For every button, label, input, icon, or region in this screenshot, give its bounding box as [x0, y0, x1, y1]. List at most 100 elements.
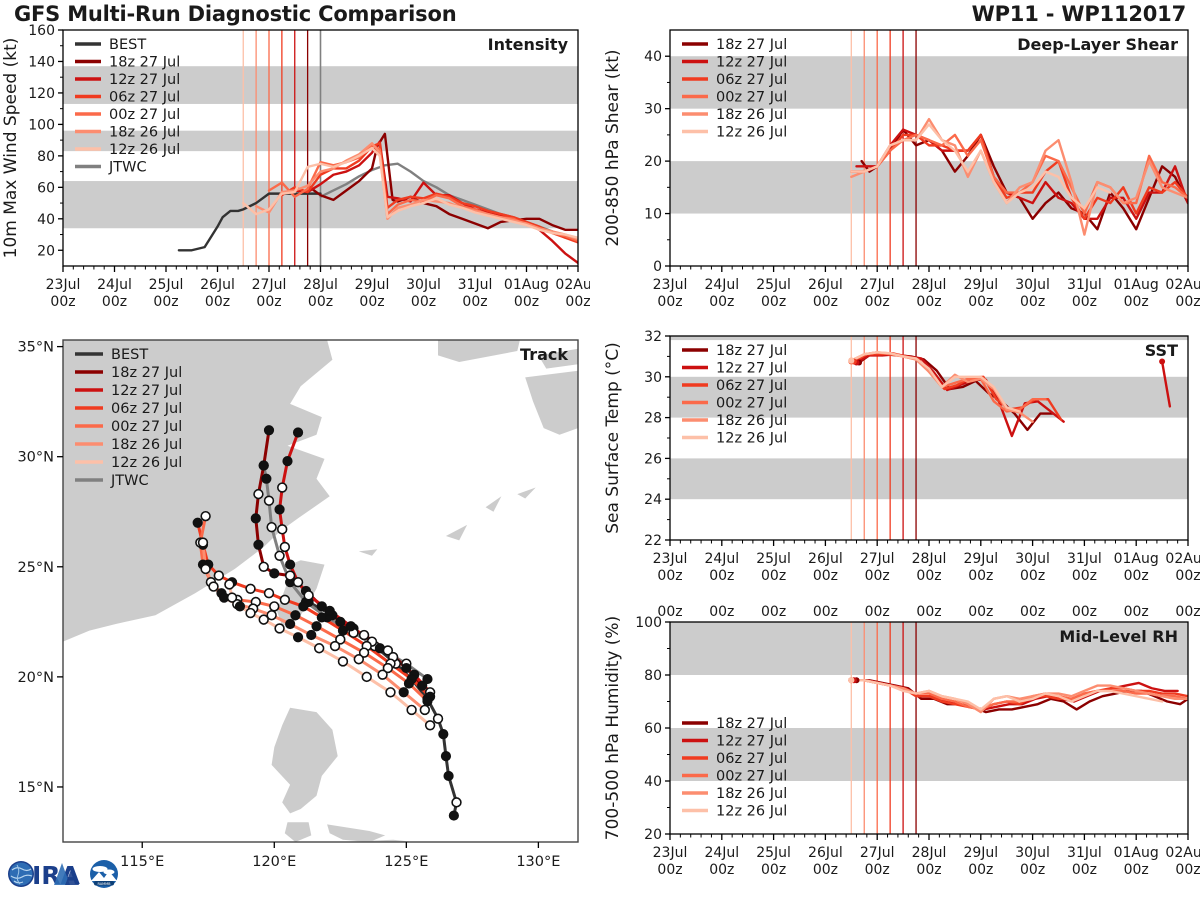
track-marker-filled	[443, 770, 454, 782]
track-marker-open	[274, 623, 285, 634]
chart-shear: 01020304023Jul00z24Jul00z25Jul00z26Jul00…	[603, 29, 1200, 310]
panel-title: Mid-Level RH	[1059, 627, 1178, 646]
svg-text:00z: 00z	[968, 862, 993, 878]
track-marker-filled	[269, 568, 280, 579]
svg-text:00z: 00z	[916, 294, 941, 310]
svg-text:115°E: 115°E	[120, 854, 164, 870]
legend-label: 18z 26 Jul	[716, 786, 787, 802]
svg-text:00z: 00z	[1124, 862, 1149, 878]
track-marker-open	[337, 656, 349, 667]
svg-text:00z: 00z	[1020, 862, 1045, 878]
svg-text:00z: 00z	[308, 294, 333, 310]
svg-text:30Jul: 30Jul	[1015, 551, 1050, 567]
svg-text:25Jul: 25Jul	[756, 277, 791, 293]
track-marker-filled	[422, 673, 433, 685]
chart-sst: 22242628303223Jul00z24Jul00z25Jul00z26Ju…	[603, 329, 1200, 584]
legend: BEST 18z 27 Jul 12z 27 Jul 06z 27 Jul 00z 27…	[75, 347, 182, 489]
panel-title: SST	[1145, 341, 1178, 360]
legend-label: JTWC	[108, 160, 147, 176]
series-start-marker	[848, 357, 855, 364]
legend-label: 12z 27 Jul	[111, 383, 182, 399]
legend-label: 12z 26 Jul	[716, 431, 787, 447]
track-marker-open	[358, 629, 370, 641]
legend-label: 12z 27 Jul	[716, 55, 787, 71]
svg-text:00z: 00z	[968, 294, 993, 310]
track-marker-filled	[316, 601, 327, 612]
svg-text:31Jul: 31Jul	[1067, 845, 1102, 861]
svg-text:30: 30	[644, 102, 662, 118]
svg-text:00z: 00z	[968, 568, 993, 584]
track-marker-open	[224, 579, 235, 590]
category-bands	[670, 622, 1188, 781]
x-axis: 23Jul00z24Jul00z25Jul00z26Jul00z27Jul00z…	[653, 266, 1200, 310]
series-group	[848, 351, 1172, 438]
svg-text:00z: 00z	[657, 604, 682, 620]
track-marker-filled	[335, 616, 346, 627]
track-marker-filled	[282, 455, 293, 467]
svg-text:28: 28	[644, 411, 662, 427]
svg-text:15°N: 15°N	[17, 780, 54, 796]
svg-text:30°N: 30°N	[17, 450, 54, 466]
svg-text:24Jul: 24Jul	[97, 277, 132, 293]
svg-text:27Jul: 27Jul	[860, 277, 895, 293]
legend-label: 18z 27 Jul	[111, 365, 182, 381]
svg-text:00z: 00z	[1175, 862, 1200, 878]
svg-text:00z: 00z	[565, 294, 590, 310]
svg-text:00z: 00z	[865, 294, 890, 310]
legend-label: 00z 27 Jul	[716, 769, 787, 785]
svg-text:26Jul: 26Jul	[808, 845, 843, 861]
svg-text:02Aug: 02Aug	[1165, 551, 1200, 567]
svg-text:00z: 00z	[761, 604, 786, 620]
category-bands	[670, 56, 1188, 214]
svg-text:29Jul: 29Jul	[355, 277, 390, 293]
figure-title: GFS Multi-Run Diagnostic Comparison	[14, 2, 457, 26]
legend-label: 18z 27 Jul	[109, 55, 180, 71]
svg-text:28Jul: 28Jul	[912, 551, 947, 567]
svg-text:30Jul: 30Jul	[1015, 277, 1050, 293]
track-marker-filled	[250, 513, 261, 524]
svg-text:00z: 00z	[813, 568, 838, 584]
init-time-lines	[850, 336, 917, 540]
track-marker-filled	[448, 810, 459, 821]
svg-text:00z: 00z	[916, 568, 941, 584]
svg-text:29Jul: 29Jul	[963, 551, 998, 567]
panel-title: Intensity	[488, 35, 569, 54]
track-marker-open	[226, 592, 238, 603]
track-marker-filled	[261, 473, 272, 484]
legend-label: 06z 27 Jul	[109, 90, 180, 106]
svg-text:22: 22	[644, 533, 662, 549]
series-line	[254, 142, 578, 241]
series-line	[306, 132, 578, 232]
svg-text:28Jul: 28Jul	[912, 845, 947, 861]
svg-text:00z: 00z	[1020, 604, 1045, 620]
svg-text:140: 140	[28, 54, 55, 70]
series-line	[850, 679, 1164, 711]
svg-text:160: 160	[28, 23, 55, 39]
track-marker-open	[263, 495, 275, 506]
svg-text:00z: 00z	[514, 294, 539, 310]
svg-text:32: 32	[644, 329, 662, 345]
legend-label: 18z 27 Jul	[716, 37, 787, 53]
track-marker-filled	[345, 621, 356, 632]
svg-text:20: 20	[644, 154, 662, 170]
svg-text:26: 26	[644, 451, 662, 467]
svg-text:80: 80	[644, 668, 662, 684]
track-marker-open	[419, 704, 431, 716]
svg-text:25Jul: 25Jul	[149, 277, 184, 293]
svg-text:29Jul: 29Jul	[963, 277, 998, 293]
track-marker-filled	[324, 605, 335, 616]
y-axis: 20 40 60 80 100	[635, 615, 670, 843]
svg-text:00z: 00z	[1072, 568, 1097, 584]
svg-text:10: 10	[644, 207, 662, 223]
svg-text:31Jul: 31Jul	[458, 277, 493, 293]
svg-text:00z: 00z	[657, 862, 682, 878]
init-time-lines	[850, 30, 917, 266]
svg-text:00z: 00z	[709, 294, 734, 310]
svg-text:00z: 00z	[657, 294, 682, 310]
chart-track: 115°E 120°E 125°E 130°E 15°N 20°N 25°N 30°N 35°N…	[17, 339, 579, 870]
svg-text:01Aug: 01Aug	[1114, 845, 1159, 861]
svg-text:26Jul: 26Jul	[808, 551, 843, 567]
track-marker-open	[377, 669, 388, 680]
svg-text:00z: 00z	[865, 568, 890, 584]
legend-label: 06z 27 Jul	[716, 72, 787, 88]
